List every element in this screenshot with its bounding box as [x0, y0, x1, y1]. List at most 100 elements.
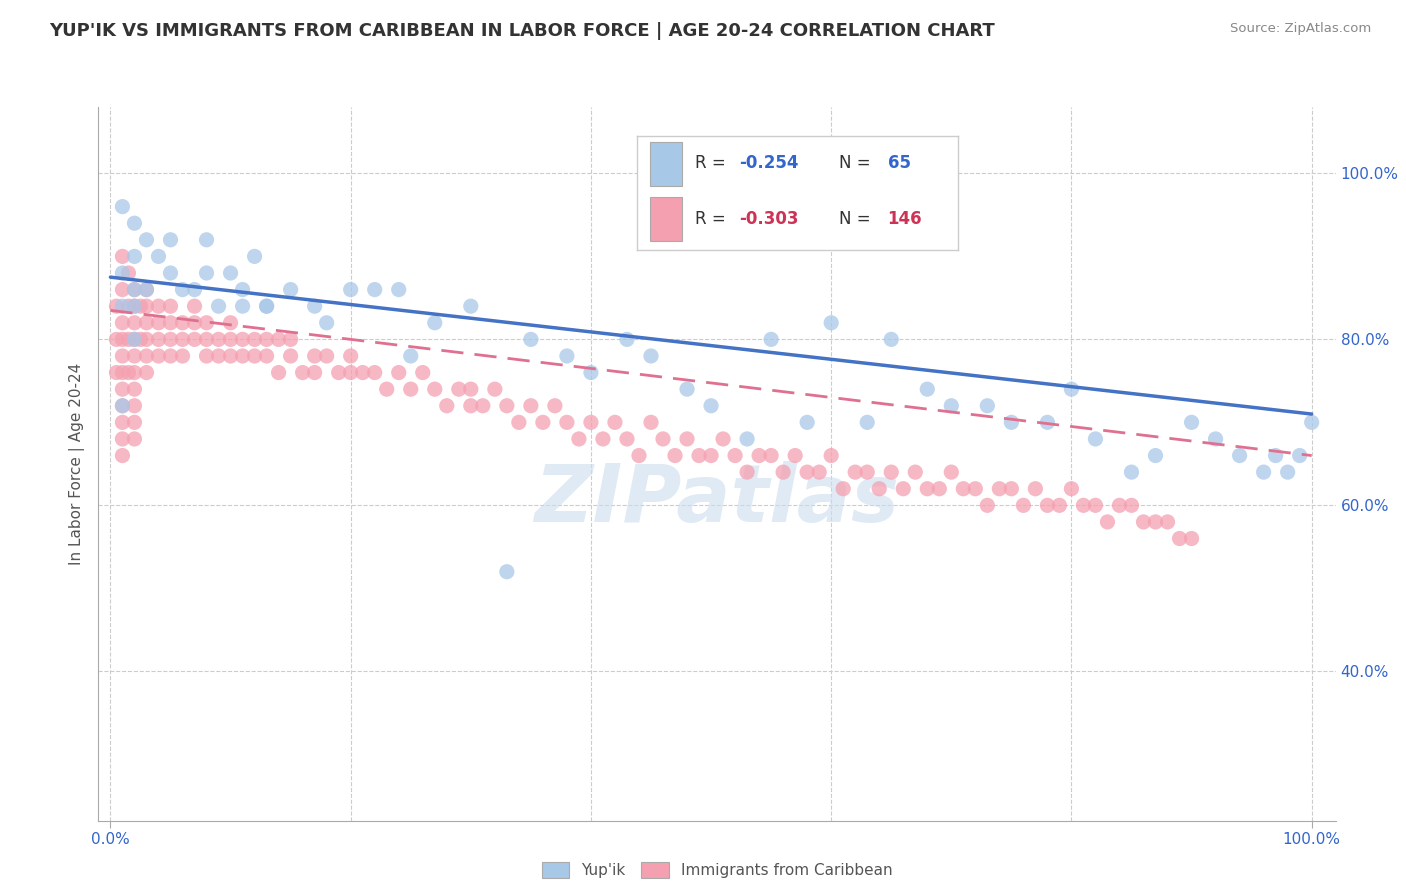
Point	[1036, 415, 1059, 429]
Point	[124, 415, 146, 429]
Point	[640, 415, 662, 429]
Point	[568, 432, 591, 446]
Point	[243, 249, 266, 263]
Point	[124, 399, 146, 413]
Point	[111, 299, 134, 313]
Point	[460, 299, 482, 313]
Point	[880, 465, 903, 479]
Point	[352, 366, 374, 380]
Point	[219, 349, 242, 363]
Y-axis label: In Labor Force | Age 20-24: In Labor Force | Age 20-24	[69, 363, 84, 565]
Point	[724, 449, 747, 463]
Point	[219, 332, 242, 346]
Point	[243, 349, 266, 363]
Point	[148, 299, 170, 313]
Point	[1060, 382, 1083, 396]
Point	[1132, 515, 1154, 529]
Point	[111, 266, 134, 280]
Point	[148, 332, 170, 346]
Point	[759, 332, 782, 346]
Point	[280, 283, 302, 297]
Point	[423, 382, 446, 396]
Point	[339, 283, 361, 297]
Point	[399, 382, 422, 396]
Point	[129, 299, 152, 313]
Point	[111, 200, 134, 214]
Point	[1000, 415, 1022, 429]
Point	[111, 366, 134, 380]
Point	[135, 316, 157, 330]
Point	[891, 482, 914, 496]
Point	[1084, 499, 1107, 513]
Point	[423, 316, 446, 330]
Point	[183, 332, 205, 346]
Point	[1121, 499, 1143, 513]
Point	[1144, 449, 1167, 463]
Point	[219, 266, 242, 280]
Point	[124, 299, 146, 313]
Point	[1288, 449, 1310, 463]
Point	[183, 299, 205, 313]
Point	[267, 366, 290, 380]
Point	[1036, 499, 1059, 513]
Point	[508, 415, 530, 429]
Point	[1047, 499, 1070, 513]
Point	[796, 465, 818, 479]
Point	[1264, 449, 1286, 463]
Point	[1121, 465, 1143, 479]
Point	[592, 432, 614, 446]
Point	[232, 332, 254, 346]
Point	[688, 449, 710, 463]
Point	[917, 382, 939, 396]
Point	[135, 332, 157, 346]
Point	[627, 449, 650, 463]
Point	[111, 332, 134, 346]
Point	[820, 316, 842, 330]
Point	[941, 465, 963, 479]
Point	[640, 349, 662, 363]
Point	[832, 482, 855, 496]
Point	[117, 299, 139, 313]
Point	[232, 299, 254, 313]
Point	[256, 299, 278, 313]
Point	[952, 482, 974, 496]
Point	[880, 332, 903, 346]
Point	[759, 449, 782, 463]
Point	[117, 332, 139, 346]
Point	[159, 233, 181, 247]
Point	[135, 233, 157, 247]
Point	[339, 366, 361, 380]
Point	[111, 432, 134, 446]
Point	[676, 432, 699, 446]
Point	[447, 382, 470, 396]
Point	[616, 332, 638, 346]
Point	[388, 283, 411, 297]
Point	[339, 349, 361, 363]
Point	[111, 249, 134, 263]
Point	[1168, 532, 1191, 546]
Point	[399, 349, 422, 363]
Point	[315, 316, 337, 330]
Point	[1108, 499, 1130, 513]
Point	[280, 332, 302, 346]
Point	[1060, 482, 1083, 496]
Point	[291, 366, 314, 380]
Point	[1180, 415, 1202, 429]
Point	[256, 349, 278, 363]
Point	[135, 349, 157, 363]
Point	[207, 332, 229, 346]
Point	[172, 283, 194, 297]
Point	[579, 366, 602, 380]
Point	[375, 382, 398, 396]
Point	[772, 465, 794, 479]
Point	[195, 266, 218, 280]
Point	[280, 349, 302, 363]
Point	[495, 565, 517, 579]
Point	[976, 499, 998, 513]
Point	[135, 283, 157, 297]
Point	[111, 349, 134, 363]
Point	[111, 399, 134, 413]
Point	[195, 233, 218, 247]
Point	[917, 482, 939, 496]
Point	[135, 283, 157, 297]
